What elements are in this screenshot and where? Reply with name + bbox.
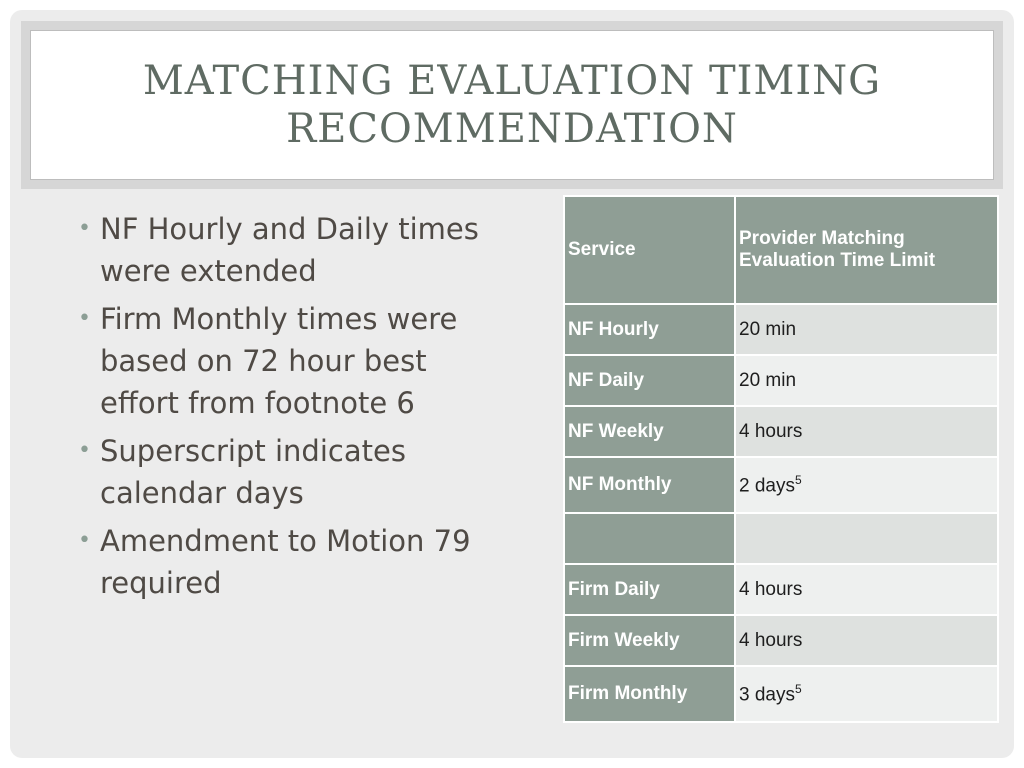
bullet-dot-icon: • xyxy=(78,528,91,553)
table-row: NF Daily 20 min xyxy=(563,354,999,407)
cell-limit: 2 days5 xyxy=(734,456,999,514)
cell-limit: 4 hours xyxy=(734,614,999,667)
cell-service: Firm Weekly xyxy=(563,614,736,667)
bullet-item: • NF Hourly and Daily times were extended xyxy=(72,208,492,292)
calendar-days-superscript: 5 xyxy=(794,472,802,487)
table-row: NF Weekly 4 hours xyxy=(563,405,999,458)
bullet-dot-icon: • xyxy=(78,216,91,241)
bullet-text: NF Hourly and Daily times were extended xyxy=(100,212,479,288)
bullet-text: Amendment to Motion 79 required xyxy=(100,524,471,600)
cell-limit: 20 min xyxy=(734,354,999,407)
cell-limit-text: 4 hours xyxy=(739,629,803,651)
bullet-item: • Superscript indicates calendar days xyxy=(72,430,492,514)
table-row: NF Hourly 20 min xyxy=(563,303,999,356)
cell-limit-text: 4 hours xyxy=(739,420,803,442)
cell-limit-text: 4 hours xyxy=(739,578,803,600)
header-service: Service xyxy=(563,195,736,305)
slide: Matching Evaluation Timing Recommendatio… xyxy=(10,10,1014,758)
header-time-limit: Provider Matching Evaluation Time Limit xyxy=(734,195,999,305)
calendar-days-superscript: 5 xyxy=(794,681,802,696)
cell-service: NF Hourly xyxy=(563,303,736,356)
bullet-dot-icon: • xyxy=(78,306,91,331)
cell-limit xyxy=(734,512,999,565)
bullet-dot-icon: • xyxy=(78,438,91,463)
bullet-item: • Firm Monthly times were based on 72 hou… xyxy=(72,298,492,424)
table-row: NF Monthly 2 days5 xyxy=(563,456,999,514)
table-row: Firm Daily 4 hours xyxy=(563,563,999,616)
cell-limit-text: 3 days xyxy=(739,684,795,706)
bullet-item: • Amendment to Motion 79 required xyxy=(72,520,492,604)
cell-service: NF Daily xyxy=(563,354,736,407)
table-row-empty xyxy=(563,512,999,565)
title-box: Matching Evaluation Timing Recommendatio… xyxy=(30,30,994,180)
slide-title: Matching Evaluation Timing Recommendatio… xyxy=(142,58,882,152)
bullet-list: • NF Hourly and Daily times were extended… xyxy=(72,208,492,610)
table-row: Firm Monthly 3 days5 xyxy=(563,665,999,723)
cell-limit-text: 20 min xyxy=(739,318,797,340)
cell-service xyxy=(563,512,736,565)
cell-limit-text: 20 min xyxy=(739,369,797,391)
cell-limit: 20 min xyxy=(734,303,999,356)
cell-limit: 3 days5 xyxy=(734,665,999,723)
service-table: Service Provider Matching Evaluation Tim… xyxy=(563,195,999,723)
cell-service: Firm Monthly xyxy=(563,665,736,723)
cell-service: NF Weekly xyxy=(563,405,736,458)
cell-limit: 4 hours xyxy=(734,405,999,458)
cell-service: Firm Daily xyxy=(563,563,736,616)
bullet-text: Superscript indicates calendar days xyxy=(100,434,406,510)
cell-service: NF Monthly xyxy=(563,456,736,514)
cell-limit: 4 hours xyxy=(734,563,999,616)
cell-limit-text: 2 days xyxy=(739,475,795,497)
table-header-row: Service Provider Matching Evaluation Tim… xyxy=(563,195,999,305)
bullet-text: Firm Monthly times were based on 72 hour… xyxy=(100,302,458,420)
table-row: Firm Weekly 4 hours xyxy=(563,614,999,667)
